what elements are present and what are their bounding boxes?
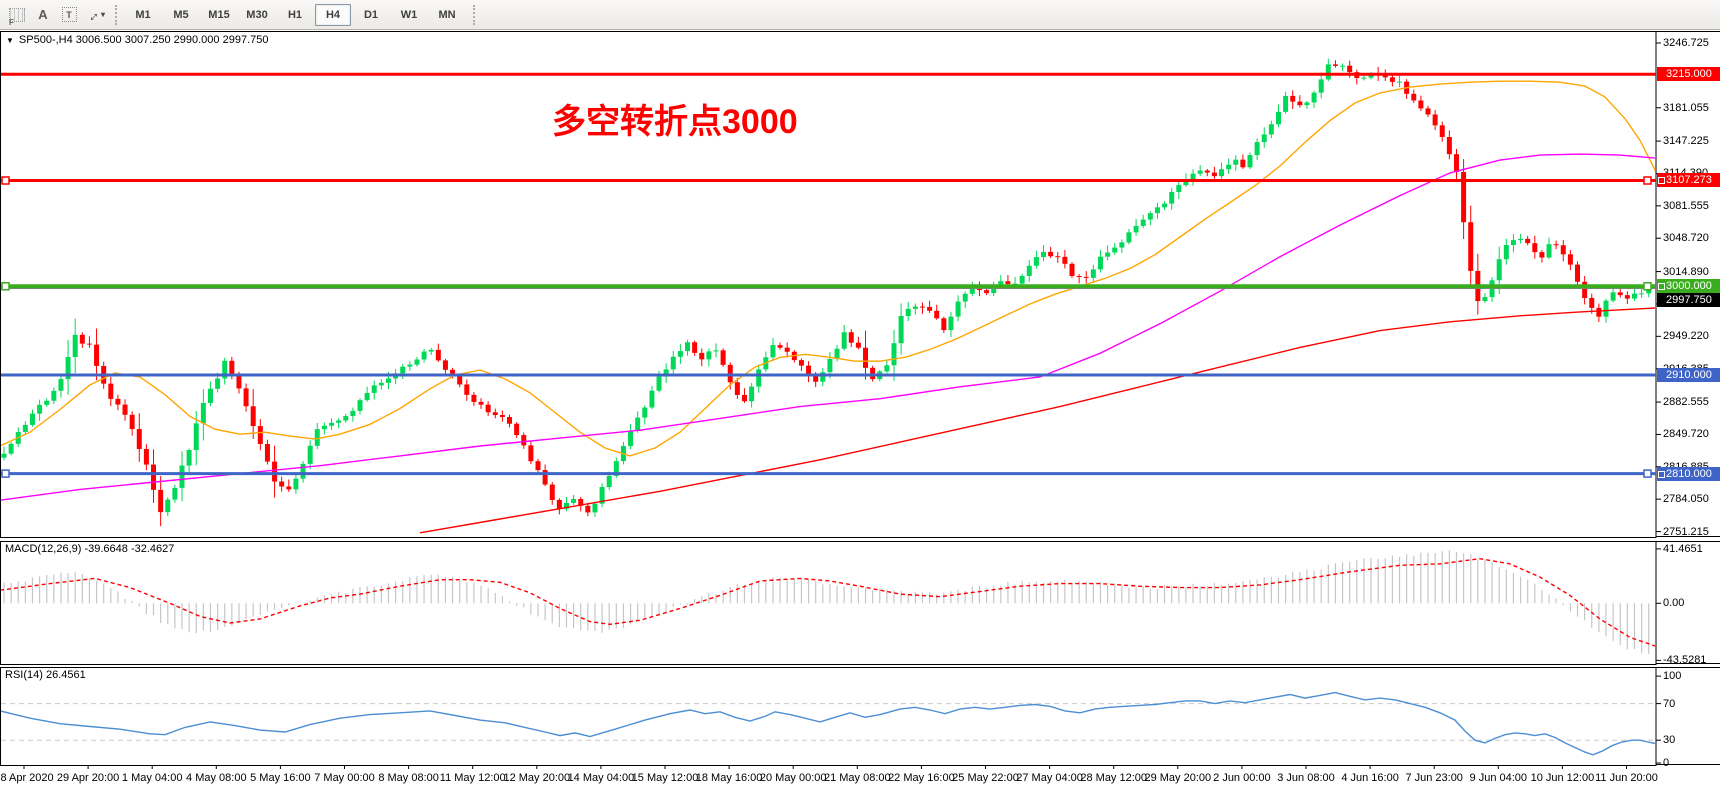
main-axis-tick: 2849.720 (1663, 428, 1709, 441)
rsi-panel-frame (0, 667, 1657, 766)
rsi-indicator-label: RSI(14) 26.4561 (5, 669, 86, 681)
time-axis-label: 12 May 20:00 (503, 772, 571, 784)
time-axis-label: 2 Jun 00:00 (1213, 772, 1271, 784)
symbol-header: ▼ SP500-,H4 3006.500 3007.250 2990.000 2… (6, 34, 268, 46)
ma-mid-line (1, 153, 1655, 501)
time-axis-label: 7 May 00:00 (314, 772, 375, 784)
time-axis-label: 22 May 16:00 (888, 772, 955, 784)
main-axis-tick: 3181.055 (1663, 101, 1709, 114)
main-axis-tick: 3246.725 (1663, 37, 1709, 49)
price-chip-2910.000: 2910.000 (1657, 368, 1720, 382)
time-axis-label: 1 May 04:00 (121, 772, 183, 784)
rsi-axis-tick: 70 (1663, 697, 1676, 710)
toolbar-grip (115, 4, 117, 25)
time-axis-label: 11 May 12:00 (439, 772, 506, 784)
main-axis-tick: 2882.555 (1663, 396, 1709, 409)
main-axis-tick: 3081.555 (1663, 199, 1709, 212)
arrange-arrows-icon[interactable]: ↔ ▾ (81, 3, 108, 26)
time-axis-label: 8 May 08:00 (378, 772, 439, 784)
symbol-ohlc-text: SP500-,H4 3006.500 3007.250 2990.000 299… (18, 34, 269, 46)
text-box-icon[interactable]: T (56, 4, 82, 26)
chip-anchor-icon (1658, 177, 1665, 185)
time-axis-label: 15 May 12:00 (631, 772, 699, 784)
macd-indicator-label: MACD(12,26,9) -39.6648 -32.4627 (5, 543, 175, 555)
main-axis-tick: 2949.220 (1663, 330, 1709, 343)
rsi-axis-tick: 100 (1663, 670, 1682, 683)
diag-arrow-glyph: ↔ (81, 3, 103, 26)
time-axis-label: 9 Jun 04:00 (1469, 772, 1528, 784)
moving-averages-layer (1, 80, 1655, 534)
price-chip-2810.000: 2810.000 (1657, 466, 1720, 481)
chip-anchor-icon (1658, 470, 1665, 478)
time-axis-label: 18 May 16:00 (695, 772, 763, 784)
hline-handle-right-3000.000[interactable] (1643, 282, 1652, 291)
time-axis-label: 5 May 16:00 (250, 772, 311, 784)
timeframe-button-m5[interactable]: M5 (173, 8, 189, 21)
time-axis-label: 29 May 20:00 (1144, 772, 1212, 784)
time-axis-label: 27 May 04:00 (1016, 772, 1083, 784)
time-axis-label: 10 Jun 12:00 (1530, 772, 1595, 784)
timeframe-button-h1[interactable]: H1 (287, 8, 303, 21)
text-label-icon[interactable]: A (38, 7, 48, 22)
timeframe-button-m1[interactable]: M1 (135, 8, 151, 21)
macd-signal-line (1, 557, 1655, 647)
timeframe-button-mn[interactable]: MN (438, 8, 456, 21)
hline-handle-left-3107.273[interactable] (1, 176, 10, 185)
hline-handle-right-3107.273[interactable] (1643, 176, 1652, 185)
time-axis-label: 4 May 08:00 (186, 772, 247, 784)
macd-layer (1, 550, 1655, 654)
timeframe-group: M1 M5 M15 M30 H1 H4 D1 W1 MN (124, 3, 466, 26)
ma-fast-line (1, 80, 1655, 457)
main-axis-tick: 2751.215 (1663, 525, 1709, 538)
price-chip-3000.000: 3000.000 (1657, 279, 1720, 294)
crosshair-grid-icon[interactable]: F (4, 4, 30, 27)
rsi-axis-tick: 0 (1663, 757, 1670, 769)
main-axis-tick: 2784.050 (1663, 493, 1709, 506)
time-axis-label: 28 May 12:00 (1080, 772, 1148, 784)
text-box-glyph: T (61, 7, 77, 22)
price-chip-3215.000: 3215.000 (1657, 67, 1720, 82)
hline-handle-right-2810.000[interactable] (1643, 469, 1652, 478)
rsi-layer (1, 691, 1655, 756)
timeframe-button-w1[interactable]: W1 (400, 8, 418, 21)
time-axis-label: 21 May 08:00 (823, 772, 891, 784)
time-axis-label: 11 Jun 20:00 (1595, 772, 1658, 784)
main-axis-tick: 3014.890 (1663, 265, 1709, 278)
current-price-chip: 2997.750 (1657, 293, 1720, 308)
time-axis-label: 3 Jun 08:00 (1277, 772, 1335, 784)
time-axis-label: 20 May 00:00 (759, 772, 827, 784)
price-chip-3107.273: 3107.273 (1657, 173, 1720, 188)
hline-handle-left-2810.000[interactable] (1, 469, 10, 478)
time-axis-label: 4 Jun 16:00 (1341, 772, 1399, 784)
chart-menu-icon[interactable]: ▼ (6, 35, 14, 45)
grid-f-label: F (9, 17, 14, 27)
time-axis-label: 7 Jun 23:00 (1405, 772, 1463, 784)
ma-slow-line (419, 307, 1655, 534)
time-axis-label: 28 Apr 2020 (0, 772, 54, 784)
chart-area: ▼ SP500-,H4 3006.500 3007.250 2990.000 2… (0, 30, 1720, 793)
timeframe-button-h4[interactable]: H4 (315, 3, 351, 26)
time-axis-label: 25 May 22:00 (952, 772, 1019, 784)
rsi-axis-tick: 30 (1663, 734, 1676, 747)
timeframe-button-d1[interactable]: D1 (363, 8, 379, 21)
text-annotation[interactable]: 多空转折点3000 (552, 103, 798, 141)
main-axis-tick: 3147.225 (1663, 135, 1709, 148)
macd-axis-tick: 41.4651 (1663, 542, 1703, 555)
toolbar: F A T ↔ ▾ M1 M5 M15 M30 H1 H4 D1 W1 MN (0, 0, 1720, 30)
dropdown-caret-icon: ▾ (100, 10, 105, 19)
timeframe-button-m30[interactable]: M30 (246, 8, 268, 21)
hline-handle-left-3000.000[interactable] (1, 282, 10, 291)
chart-canvas (0, 31, 1720, 769)
time-axis-label: 29 Apr 20:00 (56, 772, 120, 784)
rsi-line (1, 691, 1655, 756)
timeframe-button-m15[interactable]: M15 (208, 8, 230, 21)
macd-panel-frame (0, 541, 1657, 665)
chip-anchor-icon (1658, 283, 1665, 291)
toolbar-grip (473, 4, 475, 25)
macd-axis-tick: -43.5281 (1663, 654, 1707, 667)
macd-axis-tick: 0.00 (1663, 597, 1685, 610)
main-axis-tick: 3048.720 (1663, 232, 1709, 245)
time-axis-label: 14 May 04:00 (567, 772, 635, 784)
